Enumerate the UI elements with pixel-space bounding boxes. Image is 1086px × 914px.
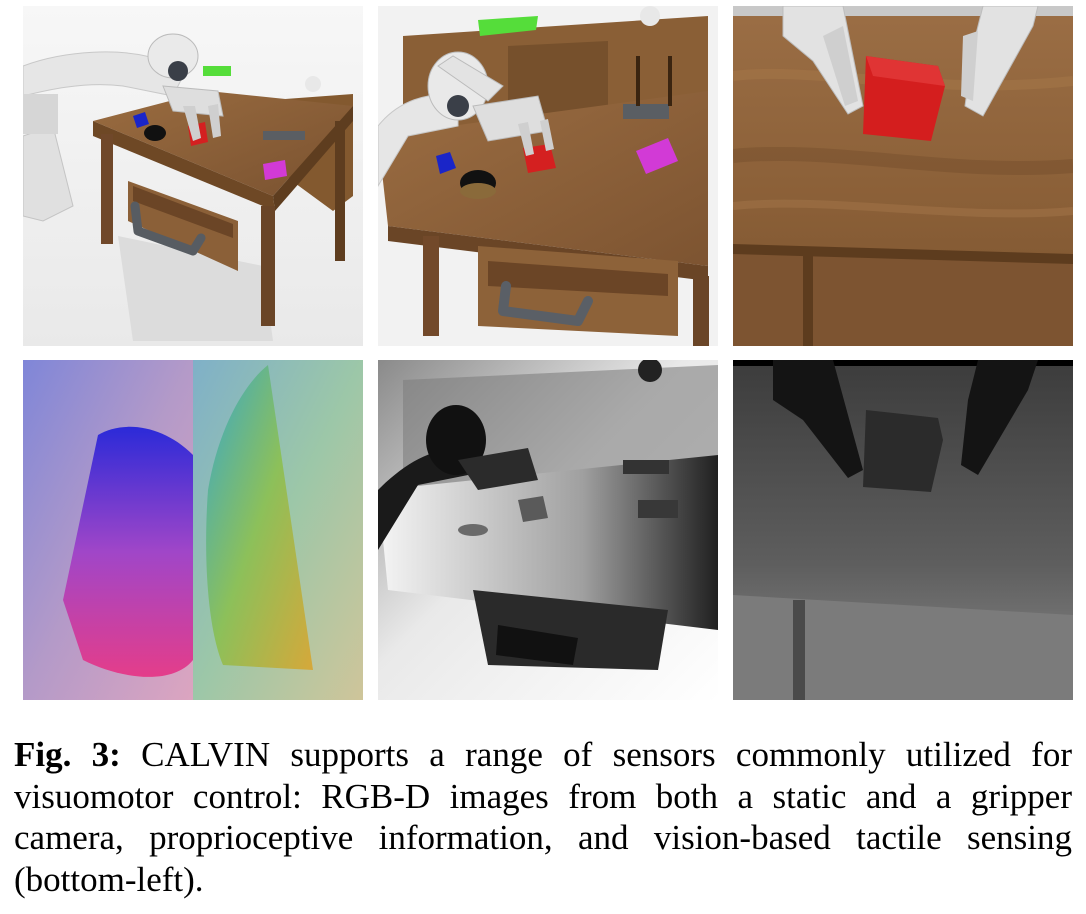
tactile-sensor-image: [23, 360, 363, 700]
static-depth-image: [378, 360, 718, 700]
static-rgb-close-image: [378, 6, 718, 346]
static-rgb-wide-image: [23, 6, 363, 346]
figure-caption: Fig. 3: CALVIN supports a range of senso…: [14, 734, 1072, 900]
figure-caption-text: CALVIN supports a range of sensors commo…: [14, 735, 1072, 899]
gripper-rgb-image: [733, 6, 1073, 346]
figure-label: Fig. 3:: [14, 735, 121, 774]
gripper-depth-image: [733, 360, 1073, 700]
